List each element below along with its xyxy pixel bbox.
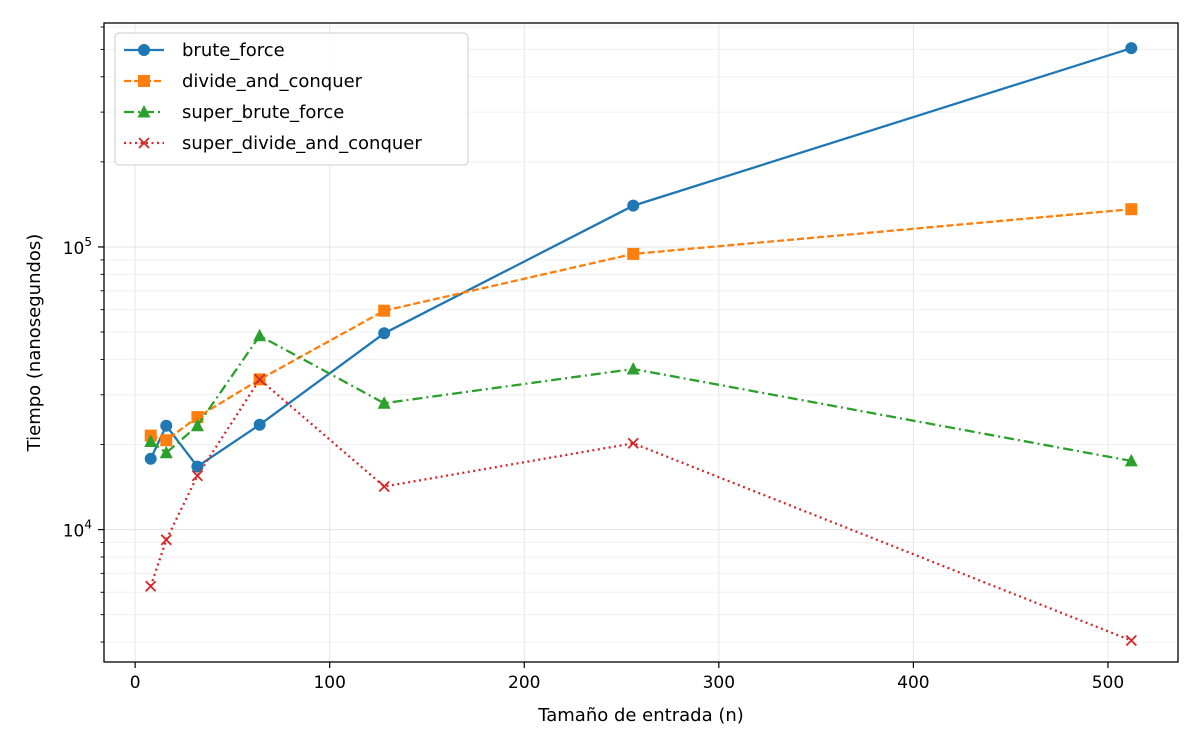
series-group [144, 42, 1138, 647]
data-point-super_brute_force [159, 445, 173, 459]
data-point-super_divide_and_conquer [254, 373, 266, 386]
data-point-super_divide_and_conquer [378, 480, 390, 493]
legend-marker [138, 137, 150, 149]
legend-label: super_brute_force [182, 102, 344, 123]
y-axis: 104 105 [63, 26, 104, 643]
legend-box [114, 32, 469, 166]
legend-marker [138, 44, 150, 56]
series-super_divide_and_conquer [145, 373, 1137, 647]
data-point-brute_force [160, 419, 173, 432]
x-tick-label: 0 [130, 673, 141, 693]
data-point-divide_and_conquer [1125, 203, 1138, 216]
x-axis-label: Tamaño de entrada (n) [537, 705, 744, 726]
x-tick-label: 500 [1092, 673, 1124, 693]
legend: brute_force divide_and_conquer super_brute… [114, 32, 469, 166]
legend-item-super_divide_and_conquer: super_divide_and_conquer [124, 133, 422, 154]
data-point-super_divide_and_conquer [145, 580, 157, 592]
series-divide_and_conquer [144, 203, 1138, 447]
data-point-divide_and_conquer [378, 304, 391, 317]
legend-marker [138, 75, 150, 87]
data-point-divide_and_conquer [627, 247, 640, 260]
legend-label: divide_and_conquer [182, 71, 363, 92]
data-point-super_brute_force [144, 434, 158, 447]
data-point-super_brute_force [190, 418, 204, 432]
data-point-super_brute_force [253, 328, 267, 342]
x-tick-label: 300 [703, 673, 735, 693]
data-point-brute_force [253, 418, 266, 431]
data-point-brute_force [378, 327, 391, 340]
data-point-super_divide_and_conquer [191, 470, 204, 482]
data-point-brute_force [627, 199, 640, 212]
legend-item-brute_force: brute_force [124, 40, 285, 61]
plot-frame [103, 22, 1179, 663]
x-tick-label: 400 [897, 673, 929, 693]
data-point-super_brute_force [626, 361, 640, 375]
legend-item-super_brute_force: super_brute_force [124, 102, 344, 123]
data-point-brute_force [144, 452, 157, 465]
series-brute_force [144, 42, 1138, 473]
legend-item-divide_and_conquer: divide_and_conquer [124, 71, 363, 92]
x-tick-label: 200 [508, 673, 540, 693]
data-point-super_divide_and_conquer [627, 437, 639, 449]
data-point-super_brute_force [1124, 453, 1138, 467]
data-point-super_divide_and_conquer [160, 534, 172, 546]
series-super_brute_force [144, 328, 1138, 467]
x-tick-label: 100 [313, 673, 345, 693]
legend-marker [137, 105, 151, 118]
data-point-super_divide_and_conquer [1125, 634, 1137, 647]
y-axis-label: Tiempo (nanosegundos) [24, 234, 45, 453]
x-axis: 0 100 200 300 400 500 [130, 662, 1124, 693]
data-point-super_brute_force [377, 396, 391, 409]
legend-label: super_divide_and_conquer [182, 133, 422, 154]
y-tick-label: 105 [63, 235, 92, 259]
data-point-divide_and_conquer [160, 434, 173, 447]
data-point-brute_force [1125, 42, 1138, 55]
grid-lines [104, 23, 1178, 662]
legend-label: brute_force [182, 40, 285, 61]
y-tick-label: 104 [63, 518, 92, 542]
